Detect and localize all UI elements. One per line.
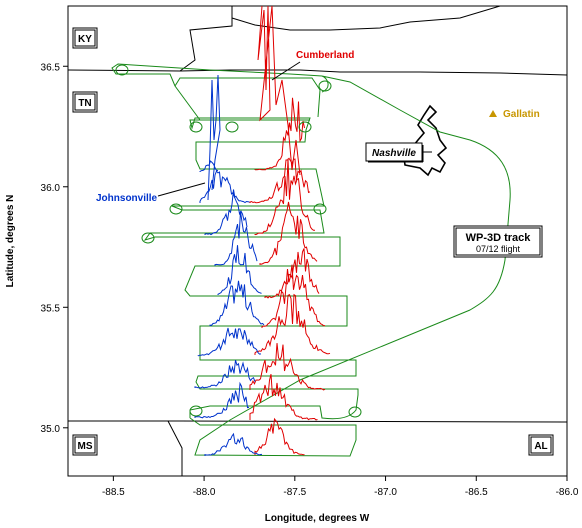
cumberland-leader xyxy=(271,61,301,81)
legend-subtitle: 07/12 flight xyxy=(476,244,521,254)
state-box-ms: MS xyxy=(72,434,98,456)
track-loop xyxy=(313,203,327,215)
cumberland-label: Cumberland xyxy=(296,50,354,61)
nashville-outline xyxy=(403,104,448,177)
nashville-label: Nashville xyxy=(372,148,416,159)
track-loop xyxy=(225,121,239,133)
track-loop xyxy=(348,406,362,418)
y-tick-label: 36.5 xyxy=(41,62,61,73)
track-loop xyxy=(189,405,203,417)
y-axis-label: Latitude, degrees N xyxy=(5,195,16,288)
x-axis-label: Longitude, degrees W xyxy=(265,513,370,524)
track-loop xyxy=(318,80,332,92)
x-tick-label: -86.5 xyxy=(465,487,488,498)
x-tick-label: -87.5 xyxy=(283,487,306,498)
state-label-ky: KY xyxy=(78,34,92,45)
y-tick-label: 35.0 xyxy=(41,424,61,435)
cumberland-plume xyxy=(249,6,331,456)
gallatin-triangle-icon xyxy=(489,110,497,117)
track-loop xyxy=(115,64,129,76)
state-label-al: AL xyxy=(534,441,547,452)
x-tick-label: -86.0 xyxy=(556,487,579,498)
x-tick-label: -88.0 xyxy=(193,487,216,498)
track-loop xyxy=(169,203,183,215)
y-tick-label: 36.0 xyxy=(41,183,61,194)
johnsonville-label: Johnsonville xyxy=(96,193,158,204)
state-box-ky: KY xyxy=(72,27,98,49)
state-label-ms: MS xyxy=(78,441,93,452)
y-tick-label: 35.5 xyxy=(41,303,61,314)
x-axis-ticks: -88.5 -88.0 -87.5 -87.0 -86.5 -86.0 xyxy=(102,476,579,498)
gallatin-marker: Gallatin xyxy=(489,109,540,120)
state-label-tn: TN xyxy=(78,98,91,109)
legend-title: WP-3D track xyxy=(466,232,532,244)
x-tick-label: -88.5 xyxy=(102,487,125,498)
y-axis-ticks: 35.0 35.5 36.0 36.5 xyxy=(41,62,68,435)
tn-ms-al-boundary xyxy=(68,420,567,423)
track-loop xyxy=(298,121,312,133)
johnsonville-leader xyxy=(157,182,206,197)
state-box-tn: TN xyxy=(72,91,98,113)
track-loop xyxy=(189,121,203,133)
x-tick-label: -87.0 xyxy=(374,487,397,498)
ky-tn-boundary xyxy=(68,69,567,76)
ms-al-boundary xyxy=(167,420,183,476)
state-box-al: AL xyxy=(528,434,554,456)
aircraft-track xyxy=(111,63,511,457)
legend-box: WP-3D track 07/12 flight xyxy=(453,225,543,258)
nashville-label-box: Nashville xyxy=(365,142,432,163)
gallatin-label: Gallatin xyxy=(503,109,540,120)
ky-west-boundary xyxy=(179,6,233,72)
track-loop xyxy=(141,232,155,244)
johnsonville-plume xyxy=(194,74,265,456)
